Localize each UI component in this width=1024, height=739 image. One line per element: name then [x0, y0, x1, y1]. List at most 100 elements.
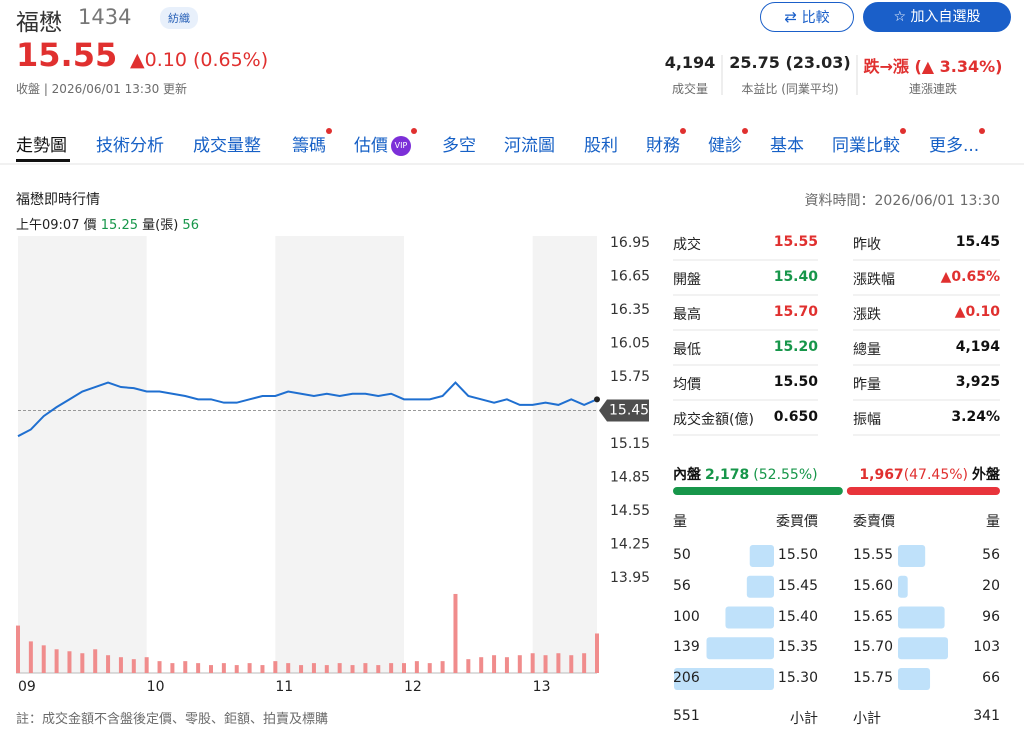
bid-volume: 139: [673, 639, 700, 656]
reference-label: 15.45: [609, 403, 649, 419]
tab-label: 籌碼: [292, 136, 326, 156]
vip-badge: VIP: [391, 136, 411, 156]
quote-value: ▲0.10: [954, 304, 1000, 320]
tab[interactable]: 估價 VIP: [354, 128, 417, 156]
quote-label: 成交金額(億): [673, 412, 754, 428]
volume-bar: [273, 661, 278, 673]
outer-label: 外盤: [972, 467, 1000, 483]
quote-label: 最低: [673, 342, 701, 358]
notice-dot: [742, 128, 748, 134]
quote-value: 15.20: [773, 339, 818, 355]
volume-bar: [209, 665, 213, 673]
volume-bar: [427, 663, 432, 673]
book-header: 委賣價: [853, 514, 895, 530]
volume-bar: [118, 657, 123, 673]
tab[interactable]: 成交量整: [193, 131, 261, 156]
tab[interactable]: 走勢圖: [16, 131, 67, 156]
ask-price: 15.70: [853, 639, 894, 656]
hover-info: 上午09:07 價 15.25 量(張) 56: [16, 214, 199, 233]
ask-bar: [898, 545, 926, 567]
tab-label: 技術分析: [96, 136, 164, 156]
volume-bar: [67, 651, 72, 673]
notice-dot: [900, 128, 906, 134]
tab[interactable]: 多空: [442, 131, 476, 156]
volume-bar: [556, 653, 561, 673]
bid-bar: [725, 606, 774, 629]
hover-time: 上午09:07: [16, 218, 80, 233]
volume-bar: [543, 655, 548, 673]
volume-bar: [54, 649, 59, 673]
notice-dot: [326, 128, 332, 134]
stat-label: 成交量: [671, 82, 708, 96]
bid-total-label: 小計: [790, 711, 818, 727]
stat-label: 連漲連跌: [908, 82, 957, 96]
quote-value: 15.55: [773, 234, 818, 250]
volume-bar: [376, 665, 381, 673]
ask-volume: 20: [982, 577, 1000, 594]
x-tick-label: 10: [147, 679, 165, 695]
tab[interactable]: 更多...: [929, 128, 986, 156]
ask-bar: [898, 637, 948, 660]
quote-label: 最高: [673, 307, 701, 323]
tab[interactable]: 同業比較: [832, 128, 906, 156]
inner-bar: [673, 487, 843, 495]
tab[interactable]: 河流圖: [504, 131, 555, 156]
tab[interactable]: 基本: [770, 131, 804, 156]
bid-bar: [674, 668, 774, 690]
tab-label: 估價: [354, 136, 388, 156]
quote-value: 4,194: [955, 339, 1000, 355]
ask-bar: [898, 606, 945, 629]
x-tick-label: 12: [404, 679, 422, 695]
bid-price: 15.30: [777, 670, 818, 686]
tab[interactable]: 財務: [646, 128, 686, 156]
volume-bar: [582, 653, 587, 673]
volume-bar: [466, 659, 471, 673]
quote-label: 成交: [673, 237, 701, 253]
tab[interactable]: 股利: [584, 131, 618, 156]
hover-volume-label: 量(張): [142, 218, 179, 233]
stock-name: 福懋: [16, 10, 62, 36]
volume-bar: [414, 661, 419, 673]
tab[interactable]: 健診: [708, 128, 748, 156]
volume-bar: [106, 655, 111, 673]
hover-price: 15.25: [100, 218, 138, 233]
quote-label: 漲跌幅: [853, 272, 895, 288]
volume-bar: [402, 663, 406, 673]
volume-bar: [28, 641, 33, 673]
quote-value: 15.45: [955, 234, 1000, 250]
ask-total-label: 小計: [853, 711, 881, 727]
ask-volume: 56: [982, 547, 1000, 563]
tab[interactable]: 籌碼: [292, 128, 332, 156]
y-tick-label: 14.85: [610, 470, 650, 486]
x-tick-label: 09: [18, 679, 36, 695]
ask-price: 15.65: [853, 608, 894, 625]
volume-bar: [299, 665, 304, 673]
tab-label: 成交量整: [193, 136, 261, 156]
bid-total: 551: [673, 708, 700, 724]
industry-tag[interactable]: 紡織: [160, 7, 198, 29]
watchlist-button[interactable]: ☆ 加入自選股: [863, 2, 1011, 32]
compare-button[interactable]: ⇄ 比較: [760, 2, 854, 32]
volume-bar: [247, 663, 252, 673]
ask-price: 15.60: [853, 577, 894, 594]
y-tick-label: 14.25: [610, 537, 650, 553]
volume-bar: [324, 665, 329, 673]
quote-label: 均價: [673, 377, 701, 393]
tab-underline: [16, 159, 70, 162]
quote-label: 開盤: [673, 272, 701, 288]
section-title: 福懋即時行情: [16, 192, 100, 208]
volume-bar: [221, 663, 226, 673]
tab-label: 多空: [442, 136, 476, 156]
ask-bar: [898, 575, 908, 598]
outer-pct: (47.45%): [903, 467, 968, 483]
tab[interactable]: 技術分析: [96, 131, 164, 156]
y-tick-label: 14.55: [610, 503, 650, 519]
last-point: [594, 396, 600, 403]
volume-bar: [93, 649, 98, 673]
note: 註：成交金額不含盤後定價、零股、鉅額、拍賣及標購: [16, 712, 329, 727]
tab-label: 同業比較: [832, 136, 900, 156]
tab-label: 健診: [708, 136, 742, 156]
volume-bar: [337, 663, 342, 673]
stat-value: 跌→漲 (▲ 3.34%): [863, 57, 1003, 76]
